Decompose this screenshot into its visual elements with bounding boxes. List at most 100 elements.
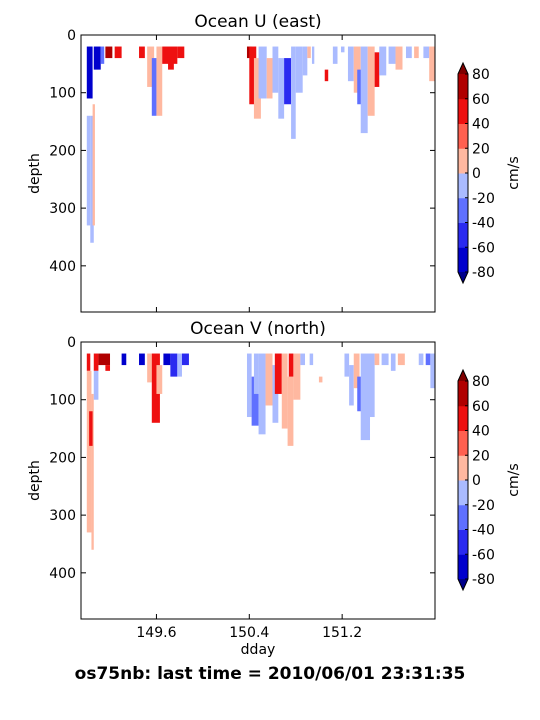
colorbar-tick-label: 60 [472,92,490,108]
data-cell [340,46,345,53]
data-cell [405,46,412,59]
data-cell [265,353,273,406]
data-cell [429,46,435,82]
y-tick-label: 0 [67,28,76,44]
data-cell [156,46,163,116]
colorbar-tick-label: 40 [472,424,490,440]
y-tick-label: 400 [49,259,76,275]
data-cell [379,46,387,76]
data-cell [395,46,403,70]
y-axis-label: depth [27,460,43,501]
data-cell [170,353,178,377]
data-cell [357,376,362,412]
data-cell [309,353,314,366]
data-cell [397,353,405,366]
colorbar-tick-label: -40 [472,523,495,539]
y-tick-label: 0 [67,335,76,351]
data-cell [93,370,99,400]
colorbar-tick-label: 0 [472,166,481,182]
colorbar: -80 -60 -40 -20 0 20 40 60 80 cm/s [457,368,522,592]
data-cell [181,353,189,366]
data-cell [163,353,171,366]
data-cell [307,46,311,59]
data-cell [288,353,294,377]
colorbar-band [458,247,468,273]
data-cell [253,353,259,394]
data-columns [86,353,435,550]
data-cell [249,46,257,105]
data-cell [318,376,323,383]
data-cell [139,46,145,59]
colorbar-tick-label: 0 [472,473,481,489]
y-tick-label: 100 [49,393,76,409]
data-cell [90,115,94,243]
data-cell [284,58,292,105]
data-cell [302,46,308,76]
data-cell [168,58,174,70]
data-cell [291,46,296,139]
colorbar-label: cm/s [506,463,522,496]
colorbar-tick-label: -80 [472,572,495,588]
colorbar-under-arrow [458,579,468,590]
data-cell [281,353,288,429]
colorbar-band [458,148,468,174]
data-cell [332,46,338,64]
x-tick-label: 150.4 [229,625,269,641]
y-tick-label: 300 [49,508,76,524]
colorbar-band [458,529,468,555]
data-cell [89,411,93,446]
colorbar-tick-label: -60 [472,240,495,256]
colorbar-tick-label: 40 [472,117,490,133]
data-cell [430,353,435,389]
data-cell [360,46,368,134]
axes-title: Ocean V (north) [190,319,326,339]
data-cell [86,370,92,533]
x-axis-label: dday [241,642,276,658]
colorbar-band [458,98,468,124]
data-cell [156,365,163,394]
data-cell [246,353,252,418]
data-cell [374,353,380,366]
data-cell [349,365,354,406]
data-cell [93,353,99,371]
x-tick-label: 149.6 [136,625,176,641]
colorbar-over-arrow [458,370,468,381]
x-tick-label: 151.2 [322,625,362,641]
data-cell [390,353,396,371]
colorbar-band [458,123,468,149]
colorbar-band [458,554,468,580]
data-cell [151,353,160,423]
colorbar-band [458,480,468,506]
colorbar-band [458,504,468,530]
data-cell [344,353,350,377]
data-cell [293,353,301,400]
data-cell [151,58,157,116]
data-cell [347,46,354,82]
data-cell [92,104,95,226]
data-cell [114,46,122,59]
y-tick-label: 100 [49,86,76,102]
data-cell [177,353,182,377]
data-cell [274,353,282,394]
data-cell [287,376,294,446]
colorbar-tick-label: 80 [472,67,490,83]
data-cell [425,353,431,366]
data-columns [86,46,435,243]
data-cell [121,353,127,366]
data-cell [295,46,303,93]
data-cell [105,46,113,59]
plot-frame [80,34,436,313]
y-tick-label: 300 [49,201,76,217]
colorbar-tick-label: -20 [472,498,495,514]
data-cell [357,69,364,105]
colorbar-tick-label: 80 [472,374,490,390]
y-axis-label: depth [27,153,43,194]
colorbar: -80 -60 -40 -20 0 20 40 60 80 cm/s [457,61,522,285]
data-cell [300,353,306,366]
colorbar-band [458,381,468,407]
data-cell [423,46,430,59]
data-cell [370,353,375,418]
data-cell [374,52,380,87]
